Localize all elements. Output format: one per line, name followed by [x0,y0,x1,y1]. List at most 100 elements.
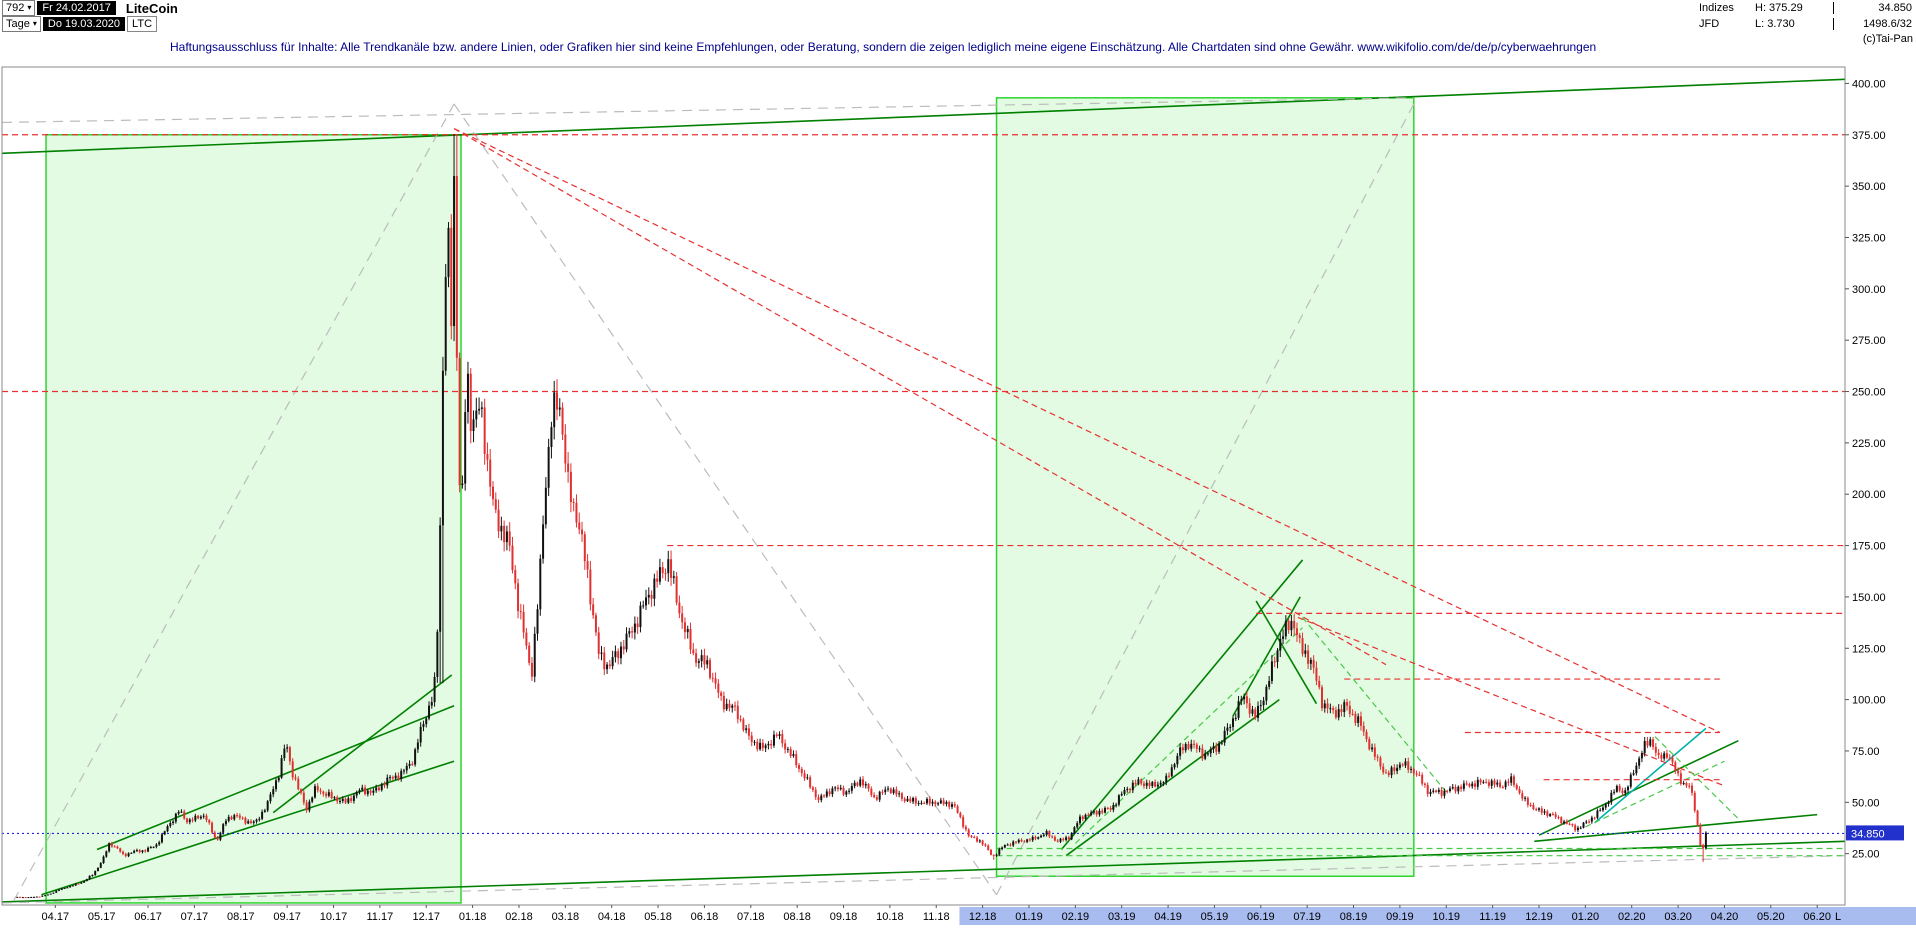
x-axis-label: 10.18 [876,911,904,923]
trend-line [453,103,998,896]
x-axis-label: 05.18 [644,911,672,923]
y-axis: 25.00 50.00 75.00 100.00 125.00 150.00 175.00 2… [1845,78,1886,861]
trend-line [1065,698,1280,857]
y-axis-label: 25.00 [1852,849,1880,861]
x-axis-label: 12.17 [412,911,440,923]
x-axis-label: 08.17 [227,911,255,923]
header-right-2: JFD L: 3.730 1498.6/32 [1699,16,1916,32]
x-axis-label: 01.20 [1572,911,1600,923]
x-axis-label: 05.17 [88,911,116,923]
y-axis-label: 150.00 [1852,592,1886,604]
x-axis-label: 07.18 [737,911,765,923]
x-axis-label: 08.19 [1340,911,1368,923]
trend-line [1060,559,1304,851]
y-axis-label: 350.00 [1852,181,1886,193]
x-axis-label: 03.20 [1664,911,1692,923]
trend-line [1534,813,1818,843]
x-axis-label: 12.19 [1525,911,1553,923]
x-axis-label: 04.19 [1154,911,1182,923]
x-axis-label: 07.17 [181,911,209,923]
trend-line [2,855,1845,904]
x-axis-label: 02.18 [505,911,533,923]
trend-box [45,134,462,904]
trend-line [453,128,1721,734]
x-axis-end-label: L [1835,911,1841,923]
trend-line [453,128,1387,666]
chart-start-date: Fr 24.02.2017 [37,1,116,15]
y-axis-label: 300.00 [1852,284,1886,296]
x-axis-label: 03.19 [1108,911,1136,923]
y-axis-label: 225.00 [1852,438,1886,450]
y-axis-label: 375.00 [1852,130,1886,142]
y-axis-label: 175.00 [1852,541,1886,553]
chart-end-date: Do 19.03.2020 [42,17,126,31]
x-axis-label: 02.20 [1618,911,1646,923]
period-high-value: H: 375.29 [1755,2,1803,14]
x-axis-label: 01.19 [1015,911,1043,923]
x-axis-label: 04.18 [598,911,626,923]
broker-label: JFD [1699,18,1720,30]
trend-line [2,78,1845,155]
trend-line [1538,739,1739,836]
period-dropdown[interactable]: Tage ▾ [2,16,41,32]
candlestick-series [16,134,1707,899]
y-axis-label: 125.00 [1852,643,1886,655]
x-axis-label: 10.17 [320,911,348,923]
trend-lines [2,78,1845,904]
axis-highlight-band [959,907,1916,925]
trend-line [1255,600,1318,705]
trend-line [1654,736,1739,820]
copyright-label: (c)Tai-Pan [1862,33,1913,45]
x-axis-label: 11.18 [923,911,950,923]
bars-count-dropdown[interactable]: 792 ▾ [2,0,36,16]
header: 792 ▾ Fr 24.02.2017 LiteCoin Indizes H: … [0,0,1916,32]
disclaimer-text: Haftungsausschluss für Inhalte: Alle Tre… [170,40,1597,54]
period-low-value: L: 3.730 [1755,18,1795,30]
y-axis-label: 100.00 [1852,695,1886,707]
x-axis: 04.17 05.17 06.17 07.17 08.17 09.17 10.17 11.17… [42,905,1841,923]
y-axis-label: 275.00 [1852,335,1886,347]
bars-count-value: 792 [6,2,25,14]
trend-line [1302,617,1447,793]
trend-line [2,97,1414,124]
trend-line [995,103,1415,896]
period-value: Tage [6,18,30,30]
chevron-down-icon: ▾ [32,19,37,28]
header-row-2: Tage ▾ Do 19.03.2020 LTC JFD L: 3.730 14… [0,16,1916,32]
quote-extra-value: 1498.6/32 [1833,18,1916,30]
x-axis-label: 10.19 [1432,911,1460,923]
x-axis-label: 12.18 [969,911,997,923]
trend-line [2,840,1845,903]
x-axis-label: 06.17 [134,911,162,923]
ticker-symbol: LTC [127,16,158,32]
x-axis-label: 02.19 [1062,911,1090,923]
y-axis-label: 250.00 [1852,387,1886,399]
chevron-down-icon: ▾ [27,3,32,12]
y-axis-label: 50.00 [1852,797,1880,809]
price-tag-label: 34.850 [1851,828,1885,840]
y-axis-label: 75.00 [1852,746,1880,758]
trend-line [1297,616,1725,787]
x-axis-label: 06.19 [1247,911,1275,923]
x-axis-label: 06.20 [1803,911,1831,923]
x-axis-label: 04.20 [1711,911,1739,923]
x-axis-label: 05.20 [1757,911,1785,923]
x-axis-label: 05.19 [1201,911,1229,923]
x-axis-label: 11.19 [1479,911,1506,923]
y-axis-label: 325.00 [1852,232,1886,244]
x-axis-label: 07.19 [1293,911,1321,923]
trend-boxes [45,97,1415,904]
trend-line [1585,760,1725,828]
trend-line [41,760,455,896]
x-axis-label: 03.18 [552,911,580,923]
x-axis-label: 09.18 [830,911,858,923]
x-axis-label: 08.18 [783,911,811,923]
plot-border [1,66,1846,906]
x-axis-label: 09.17 [273,911,301,923]
y-axis-label: 200.00 [1852,489,1886,501]
indizes-button[interactable]: Indizes [1699,2,1734,14]
header-row-1: 792 ▾ Fr 24.02.2017 LiteCoin Indizes H: … [0,0,1916,16]
last-price-value: 34.850 [1833,2,1916,14]
x-axis-label: 04.17 [42,911,70,923]
